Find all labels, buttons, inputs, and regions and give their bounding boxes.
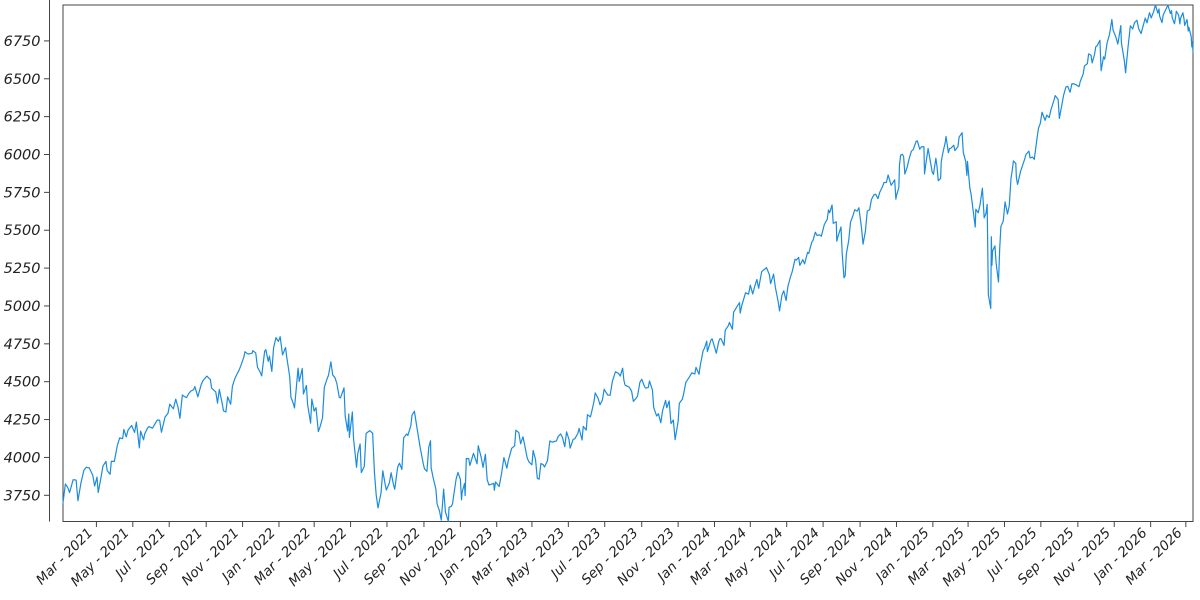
y-tick-label: 6500 — [4, 72, 41, 88]
y-tick-label: 6250 — [4, 110, 41, 126]
y-tick-label: 5500 — [4, 223, 41, 239]
y-tick-label: 5750 — [4, 185, 41, 201]
y-tick-label: 5250 — [4, 261, 41, 277]
price-line — [62, 4, 1194, 523]
y-tick-label: 3750 — [4, 488, 41, 504]
y-tick-label: 4000 — [4, 450, 41, 466]
y-tick-label: 6750 — [4, 34, 41, 50]
y-tick-label: 4500 — [4, 375, 41, 391]
plot-frame — [62, 4, 1194, 522]
y-tick-label: 4750 — [4, 337, 41, 353]
y-tick-label: 5000 — [4, 299, 41, 315]
y-tick-label: 4250 — [4, 413, 41, 429]
y-tick-label: 6000 — [4, 147, 41, 163]
